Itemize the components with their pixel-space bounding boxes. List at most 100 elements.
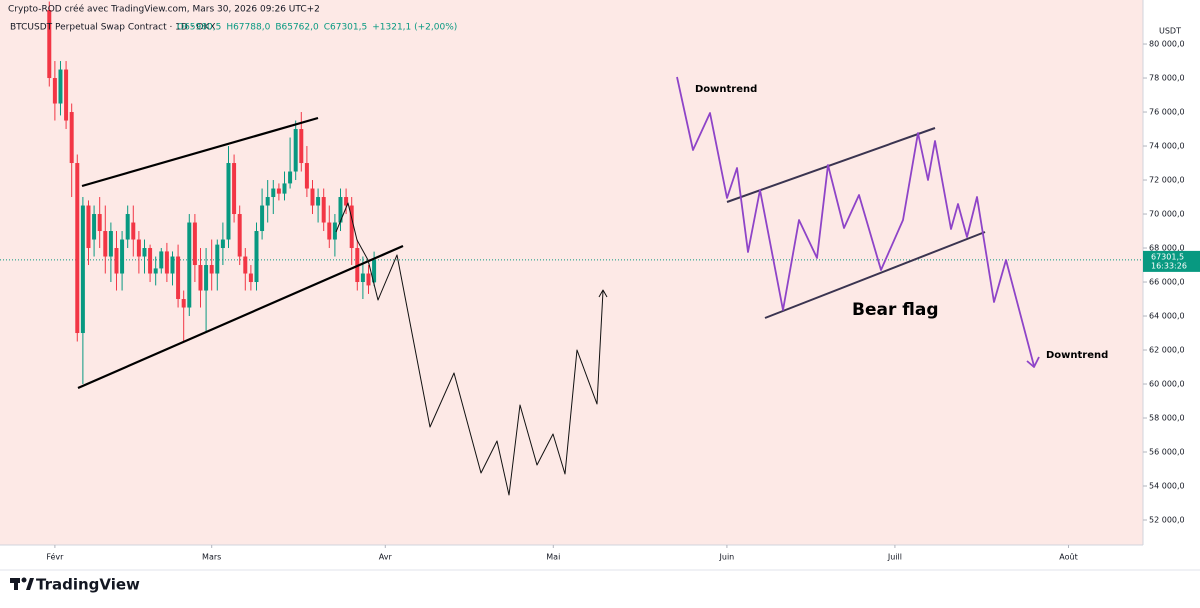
- candle-body: [86, 205, 91, 249]
- flag-line: [764, 231, 986, 319]
- y-tick-label: 76 000,0: [1149, 108, 1185, 117]
- candle-body: [366, 273, 371, 286]
- candle-body: [372, 259, 377, 283]
- candle-body: [192, 222, 197, 266]
- candle-body: [142, 248, 147, 257]
- y-tick-label: 60 000,0: [1149, 380, 1185, 389]
- candle-body: [271, 188, 276, 198]
- candle-body: [69, 112, 74, 164]
- annotation: Bear flag: [852, 300, 939, 320]
- legend-value: C67301,5: [324, 23, 368, 33]
- candle-body: [204, 265, 209, 291]
- y-tick-label: 54 000,0: [1149, 482, 1185, 491]
- candle-body: [338, 197, 343, 223]
- y-tick-label: 74 000,0: [1149, 142, 1185, 151]
- annotation: Downtrend: [1046, 350, 1108, 361]
- x-tick-label: Août: [1059, 553, 1077, 562]
- candle-body: [187, 222, 192, 308]
- arrow-head: [1026, 356, 1040, 368]
- candle-body: [254, 231, 259, 283]
- currency: USDT: [1159, 27, 1181, 36]
- arrow-head: [598, 289, 608, 298]
- candle-body: [80, 205, 85, 334]
- candle-body: [260, 205, 265, 232]
- y-tick-label: 68 000,0: [1149, 244, 1185, 253]
- candle-body: [136, 239, 141, 257]
- legend-value: +1321,1 (+2,00%): [372, 23, 457, 33]
- author-line: Crypto-ROD créé avec TradingView.com, Ma…: [8, 4, 320, 15]
- candle-body: [344, 197, 349, 206]
- candle-body: [321, 197, 326, 223]
- y-tick-label: 64 000,0: [1149, 312, 1185, 321]
- candle-body: [164, 251, 169, 274]
- candle-body: [265, 197, 270, 206]
- candle-body: [310, 188, 315, 206]
- y-tick-label: 70 000,0: [1149, 210, 1185, 219]
- candle-body: [114, 248, 119, 274]
- price-badge: [1143, 250, 1200, 272]
- y-tick-label: 80 000,0: [1149, 40, 1185, 49]
- candle-body: [64, 69, 69, 121]
- countdown: 16:33:26: [1151, 261, 1187, 270]
- candle-body: [232, 163, 237, 215]
- candle-body: [237, 214, 242, 257]
- projection-path: [676, 76, 1035, 367]
- candle-body: [159, 251, 164, 269]
- y-tick-label: 62 000,0: [1149, 346, 1185, 355]
- candle-body: [327, 222, 332, 240]
- candle-body: [332, 222, 337, 240]
- y-tick-label: 78 000,0: [1149, 74, 1185, 83]
- candle-body: [360, 273, 365, 283]
- candle-body: [181, 299, 186, 308]
- candle-body: [299, 129, 304, 164]
- candle-body: [226, 163, 231, 240]
- x-tick-label: Févr: [46, 552, 64, 562]
- candle-body: [153, 268, 158, 274]
- annotation: Downtrend: [695, 84, 757, 95]
- candle-body: [108, 231, 113, 257]
- y-tick-label: 56 000,0: [1149, 448, 1185, 457]
- price-label: 67301,5: [1151, 252, 1184, 261]
- candle-body: [282, 183, 287, 194]
- candle-body: [75, 163, 80, 334]
- footer-brand: TradingView: [36, 576, 140, 594]
- candle-body: [288, 171, 293, 184]
- legend-value: B65762,0: [275, 23, 319, 33]
- time-axis-background: [0, 545, 1200, 570]
- candle-body: [349, 205, 354, 249]
- trendline: [81, 116, 319, 188]
- candle-body: [148, 248, 153, 274]
- x-tick-label: Avr: [379, 553, 393, 562]
- logo-mark: [21, 577, 27, 583]
- candle-body: [176, 256, 181, 300]
- symbol-title: BTCUSDT Perpetual Swap Contract · 1D · O…: [10, 23, 216, 33]
- candle-body: [220, 239, 225, 249]
- legend-value: O65980,5: [177, 23, 221, 33]
- flag-line: [726, 127, 936, 203]
- candle-body: [131, 222, 136, 240]
- price-axis-background: [1143, 0, 1200, 545]
- x-tick-label: Juin: [719, 553, 735, 562]
- candle-body: [97, 214, 102, 232]
- x-tick-label: Mai: [546, 553, 560, 562]
- drawings: [77, 76, 1040, 496]
- candle-body: [125, 214, 130, 240]
- x-tick-label: Mars: [202, 553, 221, 562]
- candle-body: [170, 256, 175, 274]
- trendline: [77, 244, 404, 390]
- candle-body: [243, 256, 248, 274]
- y-tick-label: 52 000,0: [1149, 516, 1185, 525]
- candle-body: [58, 69, 63, 104]
- candle-body: [276, 188, 281, 194]
- x-tick-label: Juill: [887, 553, 902, 562]
- legend-value: H67788,0: [226, 23, 270, 33]
- logo-mark: [14, 578, 18, 590]
- y-tick-label: 72 000,0: [1149, 176, 1185, 185]
- logo-mark: [26, 578, 34, 590]
- candle-body: [47, 10, 52, 79]
- projection-path: [335, 202, 604, 496]
- candle-body: [293, 129, 298, 172]
- candle-body: [92, 214, 97, 240]
- candle-body: [52, 78, 57, 104]
